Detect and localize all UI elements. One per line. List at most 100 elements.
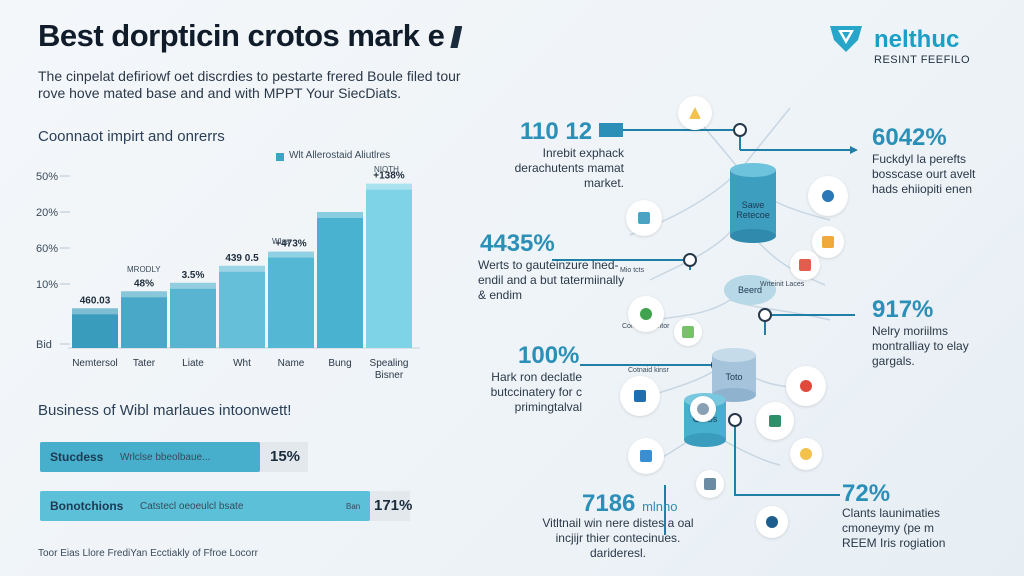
stat-1-value: 110 12 [520,118,593,145]
business-bar-1-text: Wrlclse bbeolbaue... [120,452,211,463]
pen-icon [450,26,463,48]
legend-swatch [276,153,284,161]
chart-icon [812,226,844,258]
bar-chart: 50% 20% 60% 10% Bid 460.03 Nemtersol 48% Tater 3.… [36,165,420,381]
business-bar-1-value: 15% [270,448,301,465]
footer-note: Toor Eias Llore FrediYan Ecctiakly of Ff… [38,548,258,559]
stat-5-number: 100% [518,342,580,369]
bar-highlight [366,183,412,190]
y-tick-label: 20% [36,207,58,219]
x-tick-sublabel: Bisner [375,370,404,381]
stat-2-desc: Fuckdyl la perefts bosscase ourt avelt h… [872,152,976,196]
pyramid-icon [678,96,712,130]
person-icon [808,176,848,216]
brand-name: nelthuc [874,26,960,53]
x-tick-label: Spealing [370,358,409,369]
node-label-3: Wrteinit Laces [760,281,805,288]
stat-5-desc: Hark ron declatle butccinatery for c pri… [490,370,582,414]
stat-7-desc: Vitltnail win nere distes a oal incjijr … [542,516,694,560]
bar [121,291,167,348]
stat-7-suffix: mlnno [642,499,678,514]
cylinder-label-4: Toto [725,372,742,382]
target-icon [786,366,826,406]
x-tick-label: Tater [133,358,156,369]
rocket-icon [628,438,664,474]
legend-label: Wlt Allerostaid Aliutlres [289,150,391,161]
stat-1-desc: Inrebit exphack derachutents mamat marke… [514,146,624,190]
y-tick-label: 50% [36,171,58,183]
calendar-icon [790,250,820,280]
stat-7-number: 7186 mlnno [582,490,677,518]
bar-data-label: 460.03 [80,295,111,306]
business-bar-2-small: Ban [346,502,361,511]
node-label-4: Cotnaid kinsr [628,367,670,374]
cylinder-label-1: Sawe [742,200,765,210]
key-icon [696,470,724,498]
bar-annotation: NIOTH [374,165,399,174]
bar-annotation: Wlsa [272,237,290,246]
globe-small-icon [756,506,788,538]
shield-icon [620,376,660,416]
bar [219,265,265,348]
y-tick-label: 60% [36,243,58,255]
node-label-1: Mio tcts [620,267,645,274]
bar-data-label: 3.5% [182,270,205,281]
cylinder-label-3: Beerd [738,285,762,295]
stat-3-desc: Werts to gauteinzure lned-endil and a bu… [478,258,625,302]
bar [170,282,216,348]
bar-highlight [72,308,118,315]
page-title-text: Best dorpticin crotos mark e [38,18,445,53]
bar [72,308,118,348]
page-title: Best dorpticin crotos mark e [38,18,463,54]
bar-highlight [170,282,216,289]
stat-2-number: 6042% [872,124,947,151]
stat-6-number: 72% [842,480,891,507]
brand-logo-icon [830,26,862,52]
stat-4-desc: Nelry moriilms montralliay to elay garga… [872,324,969,368]
bar-data-label: 439 0.5 [225,253,259,264]
stat-7-value: 7186 [582,490,636,517]
bar-data-label: +473% [275,239,307,250]
server-icon [626,200,662,236]
tools-icon [756,402,794,440]
stat-4-number: 917% [872,296,934,323]
y-tick-label: 10% [36,279,58,291]
bar-highlight [121,291,167,298]
lightbulb-icon [790,438,822,470]
business-bar-1 [40,442,260,472]
bar [366,183,412,348]
x-tick-label: Nemtersol [72,358,118,369]
bar-annotation: MRODLY [127,265,161,274]
business-bar-2-label: Bonotchions [50,499,124,513]
globe-icon [628,296,664,332]
bar-highlight [219,265,265,272]
page-subtitle: The cinpelat defiriowf oet discrdies to … [38,68,461,101]
x-tick-label: Wht [233,358,251,369]
stat-1-number: 110 12 [520,118,623,146]
x-tick-label: Bung [328,358,351,369]
cylinder-label-2: Retecoe [736,210,770,220]
x-tick-label: Liate [182,358,204,369]
bar [317,212,363,348]
business-bar-2-text: Catstecl oeoeulcl bsate [140,501,244,512]
network-diagram: Sawe Retecoe Beerd Toto Gorbs Mio tcts C… [552,107,858,535]
business-bar-1-label: Stucdess [50,450,104,464]
bar-data-label: 48% [134,278,154,289]
bar [268,251,314,348]
x-tick-label: Name [278,358,305,369]
chart-section-title: Coonnaot impirt and onrerrs [38,128,225,145]
brand-tagline: RESINT FEEFILO [874,54,971,66]
business-section-title: Business of Wibl marlaues intoonwett! [38,402,292,419]
cylinder-stack [684,163,776,447]
y-tick-label: Bid [36,339,52,351]
bar-highlight [317,212,363,218]
business-bar-2 [40,491,370,521]
business-bar-2-value: 171% [374,497,413,514]
puzzle-icon [674,318,702,346]
gear-icon [690,396,716,422]
bar-highlight [268,251,314,258]
badge-icon [598,123,623,137]
bar-data-label: +138% [373,171,405,182]
stat-3-number: 4435% [480,230,555,257]
stat-6-desc: Clants launimaties cmoneymy (pe m REEM I… [842,506,946,550]
